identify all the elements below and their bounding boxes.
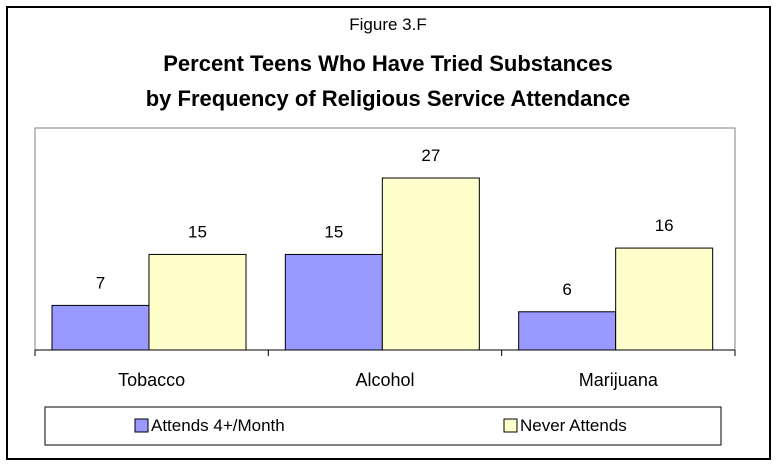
data-label-tobacco-attends-4-month: 7 (96, 273, 105, 292)
category-labels: Tobacco Alcohol Marijuana (118, 370, 659, 390)
legend-swatch-never-attends (503, 418, 518, 433)
bar-marijuana-never-attends (615, 247, 714, 351)
legend-label-never-attends: Never Attends (520, 416, 627, 435)
data-label-alcohol-attends-4-month: 15 (324, 222, 343, 241)
category-label-alcohol: Alcohol (355, 370, 414, 390)
figure-label: Figure 3.F (349, 15, 426, 34)
bar-alcohol-never-attends (381, 177, 480, 351)
legend-label-attends-4-month: Attends 4+/Month (151, 416, 285, 435)
legend (44, 406, 722, 446)
data-labels-layer: 7 15 15 27 6 16 (96, 146, 674, 299)
chart-title-line-2: by Frequency of Religious Service Attend… (146, 86, 631, 111)
category-label-tobacco: Tobacco (118, 370, 185, 390)
x-axis-ticks (34, 350, 736, 356)
bar-tobacco-attends-4-month (51, 304, 150, 351)
bar-marijuana-attends-4-month (518, 311, 617, 351)
category-label-marijuana: Marijuana (579, 370, 659, 390)
data-label-marijuana-never-attends: 16 (655, 216, 674, 235)
chart-title-line-1: Percent Teens Who Have Tried Substances (163, 51, 613, 76)
legend-entries: Attends 4+/Month Never Attends (134, 416, 627, 435)
data-label-tobacco-never-attends: 15 (188, 222, 207, 241)
bars-layer (51, 177, 714, 351)
bar-alcohol-attends-4-month (284, 253, 383, 351)
legend-swatch-attends-4-month (134, 418, 149, 433)
data-label-alcohol-never-attends: 27 (421, 146, 440, 165)
bar-tobacco-never-attends (148, 253, 247, 351)
data-label-marijuana-attends-4-month: 6 (562, 280, 571, 299)
